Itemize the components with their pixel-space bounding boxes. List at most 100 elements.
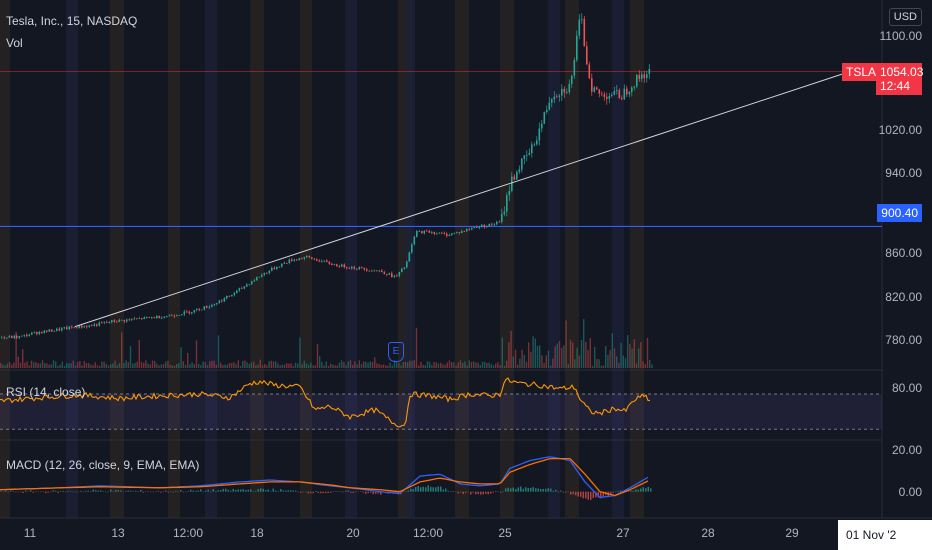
candle — [368, 270, 371, 272]
volume-bar — [398, 362, 400, 368]
macd-histogram-bar — [150, 491, 152, 493]
volume-bar — [596, 358, 598, 368]
macd-histogram-bar — [500, 491, 502, 493]
volume-bar — [488, 362, 490, 368]
volume-bar — [72, 360, 74, 368]
macd-histogram-bar — [82, 491, 84, 493]
macd-histogram-bar — [615, 491, 617, 492]
earnings-event-icon[interactable]: E — [388, 342, 404, 362]
candle — [421, 231, 423, 234]
candle — [343, 264, 346, 268]
macd-histogram-bar — [532, 487, 534, 492]
candle — [438, 232, 441, 234]
candle — [48, 329, 51, 332]
candle — [121, 319, 123, 321]
volume-bar — [132, 363, 134, 368]
volume-bar — [402, 362, 404, 368]
candle — [581, 18, 583, 20]
candle — [186, 311, 188, 313]
candle — [111, 320, 113, 323]
volume-bar — [330, 363, 332, 368]
candle — [578, 19, 581, 36]
time-tick: 28 — [701, 526, 715, 540]
macd-histogram-bar — [170, 491, 172, 493]
volume-bar — [213, 360, 215, 368]
volume-bar — [341, 360, 343, 368]
candle — [618, 90, 621, 99]
macd-histogram-bar — [637, 489, 639, 492]
macd-histogram-bar — [547, 488, 549, 492]
macd-histogram-bar — [212, 489, 214, 492]
candle — [251, 281, 253, 285]
macd-histogram-bar — [517, 487, 519, 492]
macd-histogram-bar — [520, 486, 522, 492]
volume-bar — [176, 363, 178, 368]
volume-bar — [642, 361, 644, 368]
macd-histogram-bar — [17, 491, 19, 493]
candle — [646, 74, 648, 78]
candle — [553, 96, 556, 100]
macd-histogram-bar — [372, 491, 374, 495]
macd-histogram-bar — [420, 487, 422, 492]
volume-bar — [365, 361, 367, 368]
macd-legend[interactable]: MACD (12, 26, close, 9, EMA, EMA) — [6, 458, 200, 472]
volume-bar — [193, 364, 195, 368]
macd-histogram-bar — [502, 491, 504, 493]
volume-bar — [266, 365, 268, 368]
macd-histogram-bar — [5, 490, 7, 492]
macd-histogram-bar — [12, 490, 14, 492]
volume-bar — [123, 363, 125, 368]
volume-bar — [233, 362, 235, 368]
symbol-title[interactable]: Tesla, Inc., 15, NASDAQ — [6, 14, 138, 28]
macd-histogram-bar — [147, 491, 149, 492]
macd-histogram-bar — [490, 491, 492, 494]
volume-bar — [257, 364, 259, 368]
macd-histogram-bar — [270, 491, 272, 492]
candle — [258, 276, 261, 278]
macd-histogram-bar — [160, 491, 162, 493]
candle — [198, 308, 201, 310]
macd-histogram-bar — [365, 491, 367, 494]
time-tick: 13 — [111, 526, 125, 540]
macd-histogram-bar — [570, 491, 572, 495]
macd-histogram-bar — [122, 491, 124, 493]
volume-bar — [323, 365, 325, 368]
candle — [71, 326, 73, 328]
macd-histogram-bar — [202, 491, 204, 493]
macd-histogram-bar — [402, 491, 404, 492]
macd-histogram-bar — [585, 491, 587, 499]
macd-histogram-bar — [362, 491, 364, 493]
volume-bar — [77, 362, 79, 368]
volume-bar — [400, 365, 402, 368]
volume-bar — [297, 363, 299, 368]
candle — [321, 261, 323, 262]
volume-bar — [316, 344, 319, 368]
candle — [113, 320, 116, 322]
candle — [228, 296, 231, 297]
candle — [573, 59, 576, 76]
volume-bar — [512, 356, 514, 368]
candle — [286, 262, 288, 264]
candle — [471, 228, 473, 230]
time-tick: 29 — [785, 526, 799, 540]
volume-bar — [543, 362, 545, 368]
volume-bar — [409, 360, 411, 368]
volume-bar — [501, 337, 503, 368]
rsi-legend[interactable]: RSI (14, close) — [6, 385, 86, 399]
macd-histogram-bar — [355, 491, 357, 492]
volume-label[interactable]: Vol — [6, 36, 23, 50]
volume-bar — [404, 361, 407, 368]
trendline — [74, 71, 851, 328]
candle — [306, 256, 308, 258]
candle — [116, 321, 118, 323]
candle — [566, 92, 568, 93]
volume-bar — [376, 363, 378, 368]
currency-button[interactable]: USD — [888, 8, 922, 26]
macd-histogram-bar — [467, 491, 469, 493]
candle — [273, 267, 276, 269]
candle — [43, 330, 46, 334]
candle — [481, 224, 483, 227]
volume-bar — [235, 364, 237, 368]
